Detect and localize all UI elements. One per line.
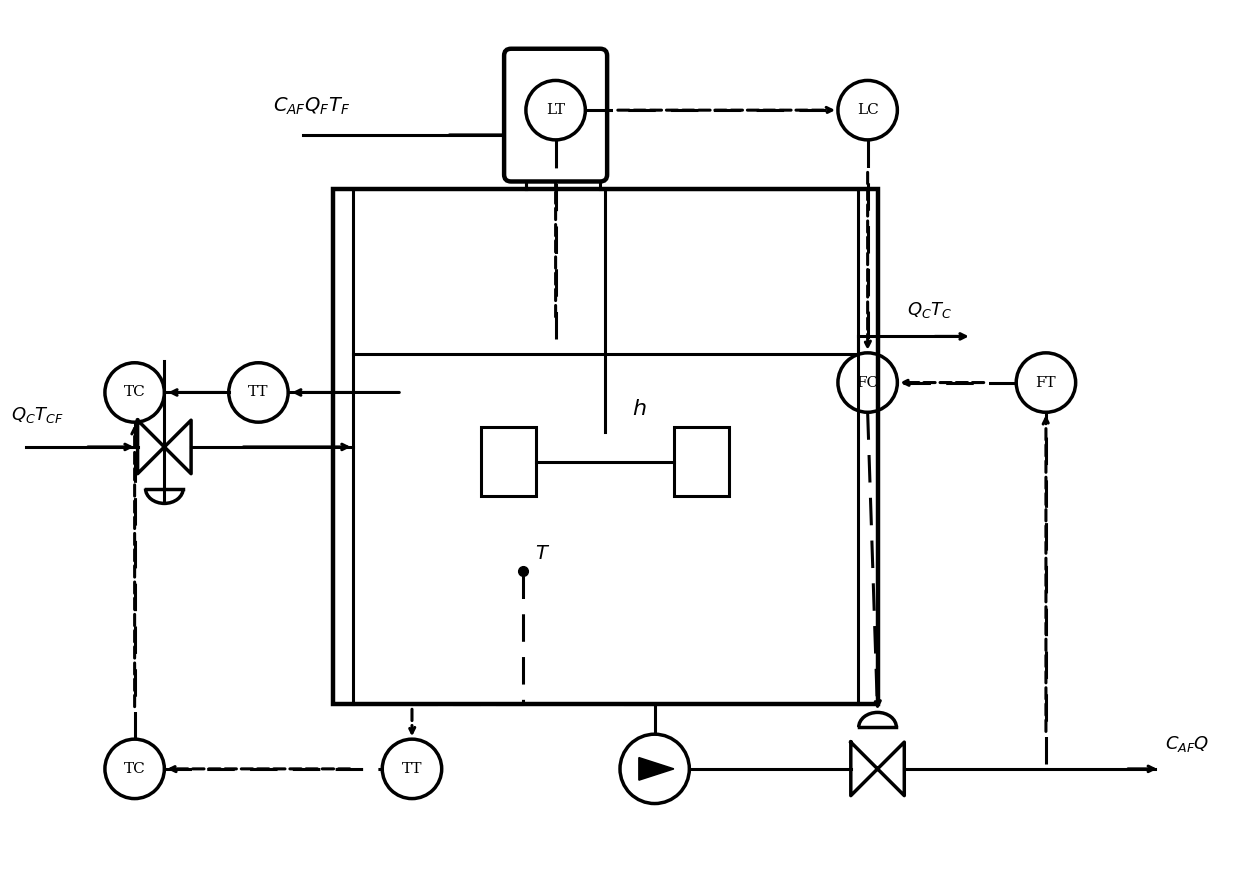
Text: TC: TC [124, 762, 145, 776]
Text: $Q_CT_C$: $Q_CT_C$ [908, 300, 952, 319]
Circle shape [620, 734, 689, 804]
FancyBboxPatch shape [505, 49, 608, 182]
Text: $C_{AF}Q_FT_F$: $C_{AF}Q_FT_F$ [273, 96, 351, 117]
Text: FC: FC [857, 376, 879, 390]
Text: LC: LC [857, 103, 878, 117]
Text: $Q_CT_{CF}$: $Q_CT_{CF}$ [11, 405, 63, 425]
Text: TC: TC [124, 385, 145, 400]
Text: TT: TT [402, 762, 423, 776]
Polygon shape [639, 758, 673, 781]
Polygon shape [481, 427, 536, 497]
Text: $T$: $T$ [536, 545, 551, 563]
Text: $C_{AF}Q$: $C_{AF}Q$ [1164, 734, 1209, 754]
Text: FT: FT [1035, 376, 1056, 390]
Text: LT: LT [546, 103, 565, 117]
Text: $h$: $h$ [632, 398, 647, 420]
Polygon shape [675, 427, 729, 497]
Text: TT: TT [248, 385, 269, 400]
